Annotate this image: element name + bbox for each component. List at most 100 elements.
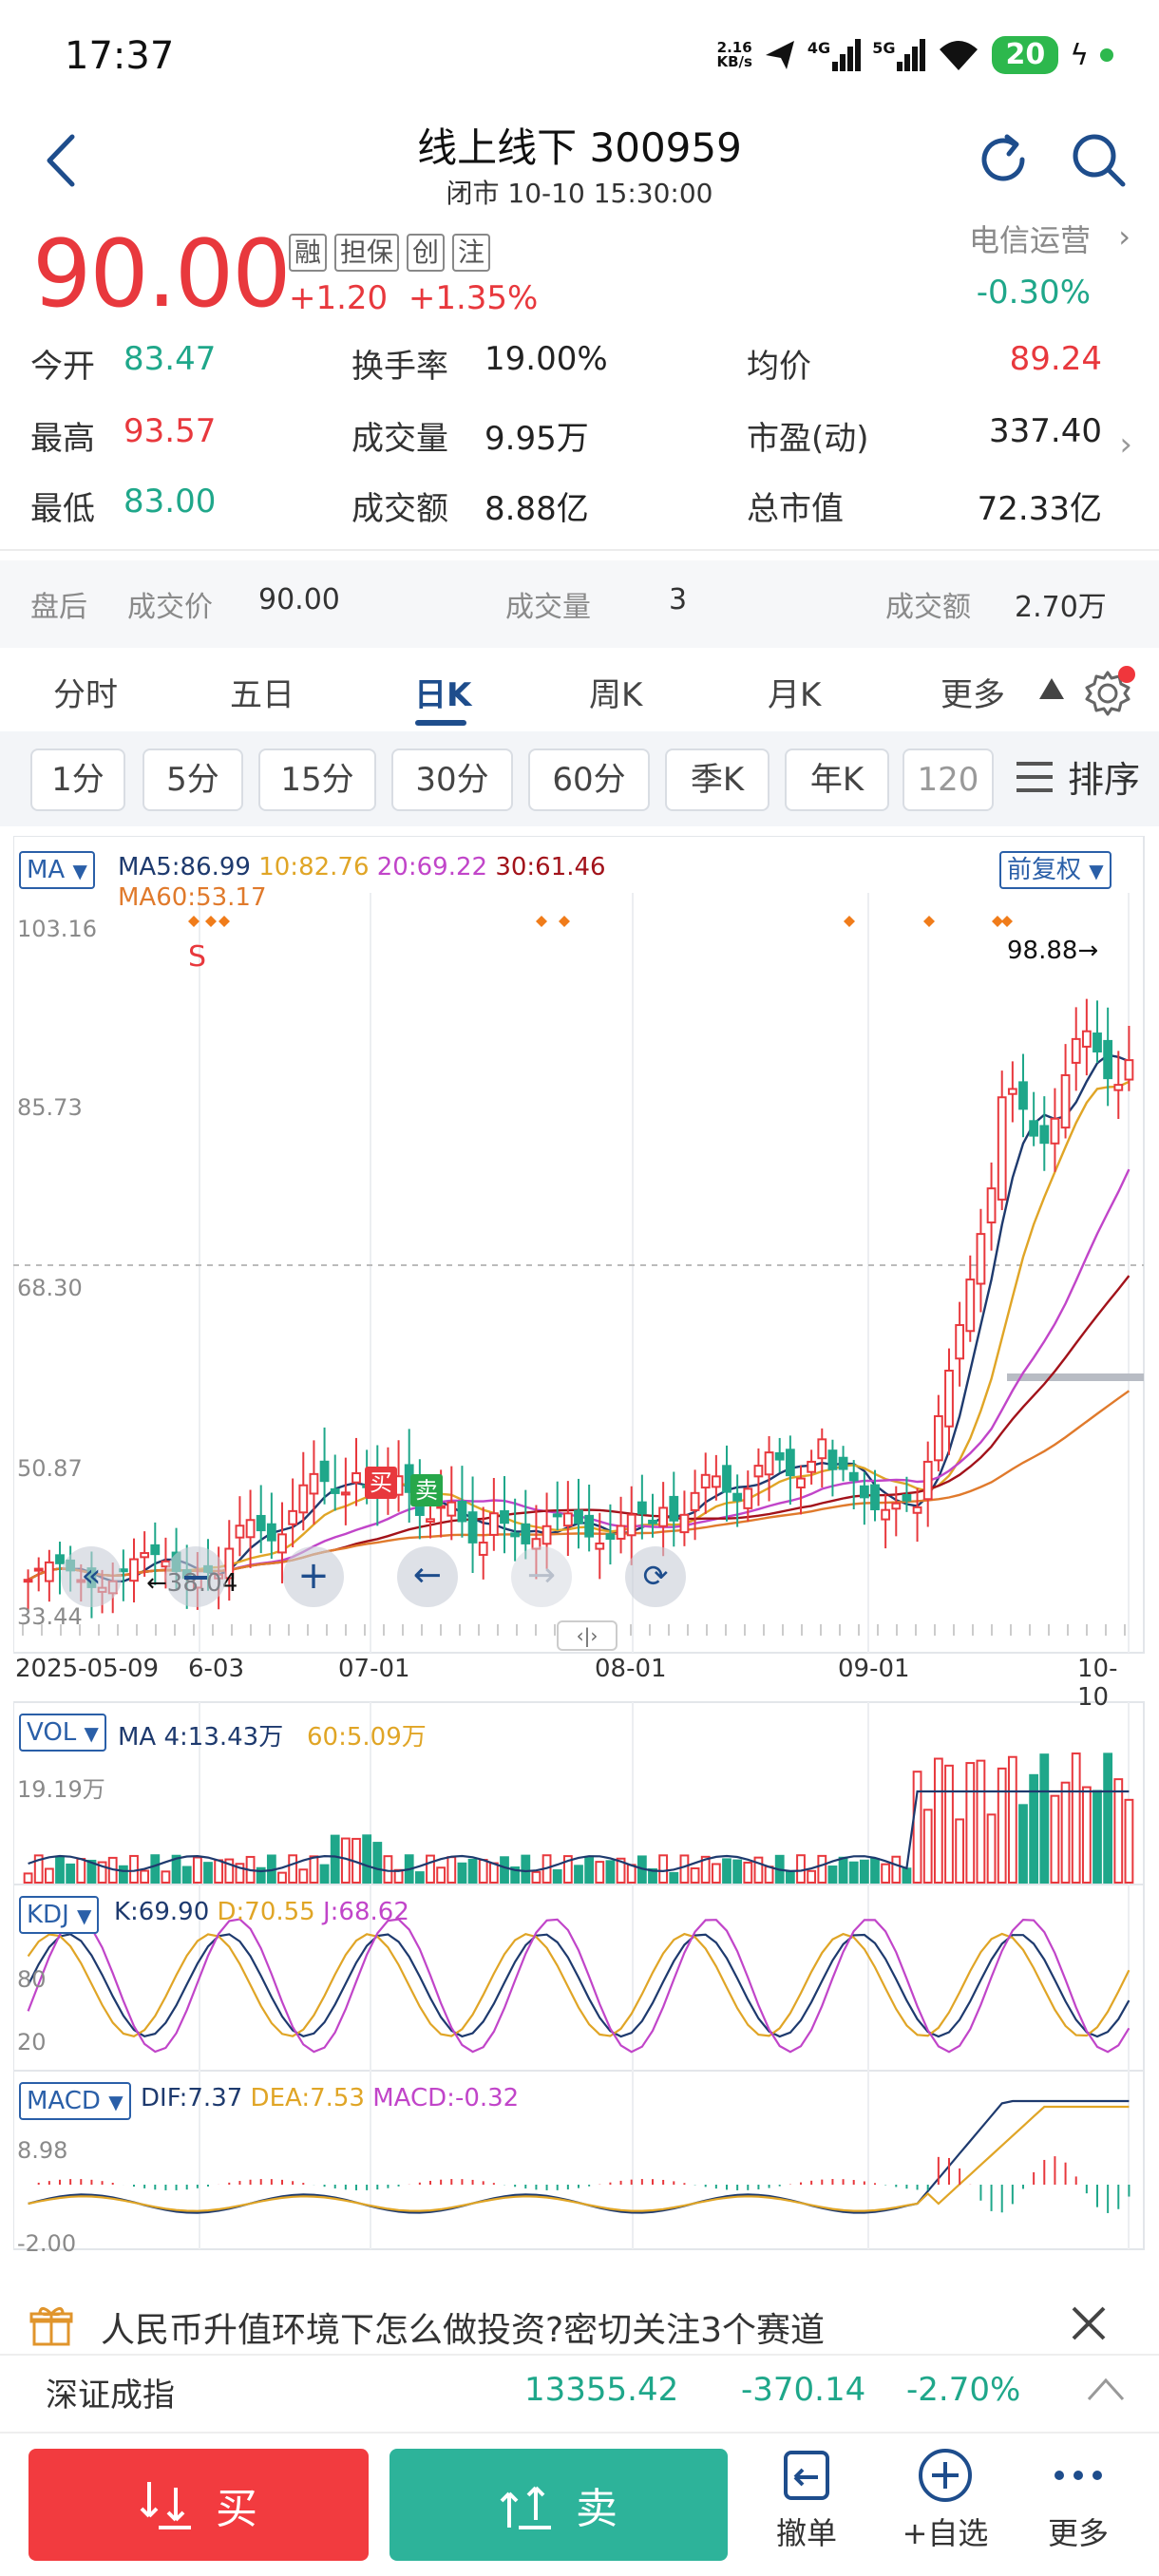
- candle-body: [309, 1472, 319, 1495]
- volume-bar: [488, 1862, 499, 1885]
- candle-body: [1092, 1032, 1102, 1053]
- tag-registration[interactable]: 注: [452, 234, 491, 272]
- chevron-up-icon[interactable]: [1085, 2375, 1127, 2403]
- volume-bar: [1018, 1804, 1028, 1884]
- rotate-icon[interactable]: ⟳: [625, 1546, 686, 1607]
- stat-low: 83.00: [124, 483, 217, 521]
- signal-dot: [923, 916, 935, 927]
- candle-body: [319, 1460, 330, 1483]
- stat-open-label: 今开: [30, 348, 95, 386]
- index-ticker[interactable]: 深证成指 13355.42 -370.14 -2.70%: [0, 2354, 1159, 2430]
- signal-dot: [218, 916, 230, 927]
- kdj-line: [27, 1932, 1130, 2037]
- more-button[interactable]: 更多: [1016, 2447, 1140, 2553]
- drag-handle[interactable]: ‹|›: [557, 1620, 618, 1651]
- candle-body: [722, 1465, 732, 1493]
- rewind-icon[interactable]: «: [61, 1546, 122, 1607]
- tag-chinext[interactable]: 创: [407, 234, 446, 272]
- news-headline[interactable]: 人民币升值环境下怎么做投资?密切关注3个赛道: [101, 2311, 826, 2350]
- chevron-right-icon[interactable]: ›: [1118, 218, 1130, 255]
- volume-bar: [838, 1856, 848, 1885]
- interval-60m[interactable]: 60分: [528, 748, 650, 811]
- arrow-left-icon[interactable]: ←: [397, 1546, 458, 1607]
- candle-body: [298, 1484, 309, 1514]
- candle-body: [129, 1558, 139, 1582]
- sector-name[interactable]: 电信运营: [968, 222, 1091, 258]
- add-watchlist-button[interactable]: +自选: [884, 2447, 1007, 2553]
- tag-collateral[interactable]: 担保: [334, 234, 400, 272]
- candle-body: [1060, 1073, 1071, 1129]
- interval-30m[interactable]: 30分: [391, 748, 513, 811]
- volume-bar: [319, 1864, 330, 1884]
- volume-bar: [584, 1857, 595, 1885]
- indicator-lines: [27, 1790, 1130, 2214]
- volume-bar: [1071, 1752, 1081, 1885]
- indicator-select-ma[interactable]: MA ▼: [19, 851, 95, 889]
- interval-120[interactable]: 120: [902, 748, 994, 811]
- ah-amt-label: 成交额: [885, 591, 971, 624]
- interval-quarter-k[interactable]: 季K: [665, 748, 770, 811]
- macd-dea-line: [28, 2105, 1130, 2212]
- sell-signal-mark[interactable]: 卖: [410, 1474, 443, 1506]
- volume-bar: [1113, 1778, 1124, 1885]
- index-pct: -2.70%: [906, 2371, 1021, 2409]
- volume-bar: [976, 1759, 986, 1885]
- zoom-in-icon[interactable]: +: [283, 1546, 344, 1607]
- candle-body: [807, 1460, 817, 1473]
- triangle-up-icon[interactable]: [1037, 676, 1066, 701]
- tag-margin[interactable]: 融: [289, 234, 328, 272]
- signal-4g-icon: 4G: [808, 39, 862, 71]
- cancel-order-button[interactable]: 撤单: [745, 2447, 868, 2553]
- interval-1m[interactable]: 1分: [30, 748, 125, 811]
- candle-body: [1050, 1117, 1060, 1145]
- volume-bar: [33, 1854, 44, 1884]
- volume-bar: [129, 1854, 139, 1884]
- buy-button[interactable]: 买: [28, 2449, 369, 2561]
- candle-body: [340, 1491, 351, 1496]
- buy-signal-mark[interactable]: 买: [365, 1467, 397, 1499]
- tab-intraday[interactable]: 分时: [53, 676, 118, 714]
- indicator-select-macd[interactable]: MACD ▼: [19, 2082, 131, 2120]
- candle-body: [859, 1485, 869, 1499]
- ah-price: 90.00: [258, 583, 340, 616]
- volume-bar: [955, 1818, 965, 1884]
- interval-15m[interactable]: 15分: [258, 748, 376, 811]
- volume-bar: [457, 1862, 467, 1884]
- indicator-select-kdj[interactable]: KDJ ▼: [19, 1896, 100, 1934]
- panel-frame: [12, 2070, 1145, 2250]
- kline-chart[interactable]: MA ▼ MA5:86.99 10:82.76 20:69.22 30:61.4…: [12, 835, 1146, 2257]
- candle-body: [266, 1523, 276, 1542]
- chart-marks: [188, 916, 1013, 927]
- volume-bar: [785, 1870, 795, 1885]
- volume-bar: [214, 1859, 224, 1885]
- refresh-icon[interactable]: [973, 129, 1034, 190]
- tab-daily-k[interactable]: 日K: [414, 676, 472, 714]
- volume-bar: [574, 1865, 583, 1885]
- arrow-right-icon[interactable]: →: [511, 1546, 572, 1607]
- indicator-select-vol[interactable]: VOL ▼: [19, 1714, 106, 1752]
- close-icon[interactable]: [1068, 2302, 1110, 2344]
- search-icon[interactable]: [1068, 129, 1129, 190]
- news-banner[interactable]: [0, 2289, 1159, 2365]
- date-label: 09-01: [838, 1655, 910, 1683]
- tab-weekly-k[interactable]: 周K: [589, 676, 643, 714]
- zoom-out-icon[interactable]: [165, 1546, 226, 1607]
- candle-body: [288, 1509, 298, 1525]
- tab-more[interactable]: 更多: [940, 676, 1005, 714]
- volume-bar: [383, 1855, 393, 1884]
- tab-five-day[interactable]: 五日: [230, 676, 294, 714]
- sort-button[interactable]: 排序: [1015, 750, 1140, 803]
- interval-5m[interactable]: 5分: [142, 748, 243, 811]
- tab-monthly-k[interactable]: 月K: [768, 676, 822, 714]
- divider: [0, 549, 1159, 551]
- back-icon[interactable]: [34, 127, 91, 194]
- interval-year-k[interactable]: 年K: [785, 748, 889, 811]
- chevron-right-icon[interactable]: ›: [1119, 426, 1132, 464]
- settings-icon[interactable]: [1083, 665, 1136, 718]
- signal-dot: [992, 916, 1003, 927]
- net-speed: 2.16 KB/s: [716, 39, 752, 70]
- download-icon: [140, 2482, 191, 2529]
- candle-body: [912, 1506, 922, 1514]
- sell-button[interactable]: 卖: [390, 2449, 728, 2561]
- adjust-select[interactable]: 前复权 ▼: [999, 851, 1112, 889]
